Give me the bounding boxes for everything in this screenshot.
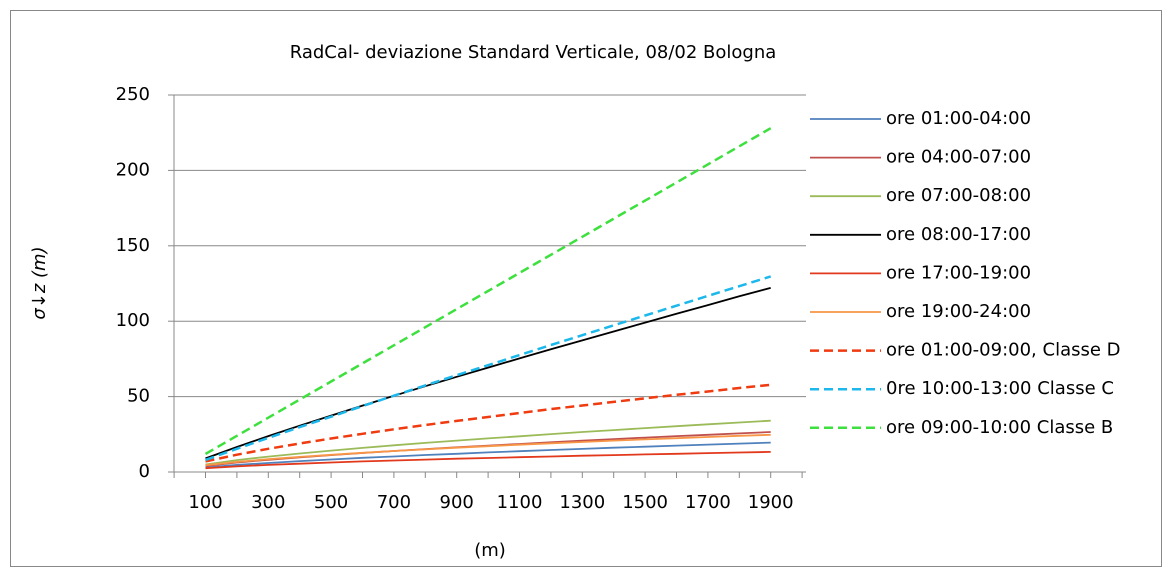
legend-label: ore 17:00-19:00 <box>886 262 1031 283</box>
x-tick-label: 1100 <box>497 492 543 513</box>
y-tick-label: 100 <box>116 310 150 331</box>
x-tick-label: 1900 <box>748 492 794 513</box>
x-axis-label: (m) <box>474 540 506 561</box>
x-tick-label: 500 <box>314 492 348 513</box>
legend-label: ore 04:00-07:00 <box>886 147 1031 168</box>
x-tick-label: 700 <box>377 492 411 513</box>
y-tick-label: 150 <box>116 235 150 256</box>
x-tick-label: 300 <box>251 492 285 513</box>
y-tick-label: 250 <box>116 84 150 105</box>
legend-label: ore 19:00-24:00 <box>886 301 1031 322</box>
x-tick-label: 100 <box>188 492 222 513</box>
series-line <box>205 433 771 467</box>
series-line <box>205 275 772 462</box>
series-line <box>204 127 772 455</box>
y-tick-label: 200 <box>116 159 150 180</box>
legend-label: ore 01:00-09:00, Classe D <box>886 340 1121 361</box>
series-line <box>205 451 771 470</box>
y-axis-label: σ↓z (m) <box>29 246 50 319</box>
legend-label: ore 07:00-08:00 <box>886 185 1031 206</box>
legend-label: ore 01:00-04:00 <box>886 108 1031 129</box>
y-tick-label: 50 <box>127 386 150 407</box>
series-line <box>205 419 771 466</box>
chart-border <box>10 10 1162 567</box>
x-tick-label: 1300 <box>559 492 605 513</box>
legend-label: 0re 10:00-13:00 Classe C <box>886 378 1114 399</box>
x-tick-label: 900 <box>440 492 474 513</box>
series-line <box>205 287 771 460</box>
series-line <box>205 441 771 469</box>
chart-title: RadCal- deviazione Standard Verticale, 0… <box>290 42 777 63</box>
x-tick-label: 1500 <box>622 492 668 513</box>
legend-label: ore 08:00-17:00 <box>886 224 1031 245</box>
legend-label: ore 09:00-10:00 Classe B <box>886 417 1113 438</box>
series-line <box>205 383 771 463</box>
x-tick-label: 1700 <box>685 492 731 513</box>
y-tick-label: 0 <box>139 461 150 482</box>
